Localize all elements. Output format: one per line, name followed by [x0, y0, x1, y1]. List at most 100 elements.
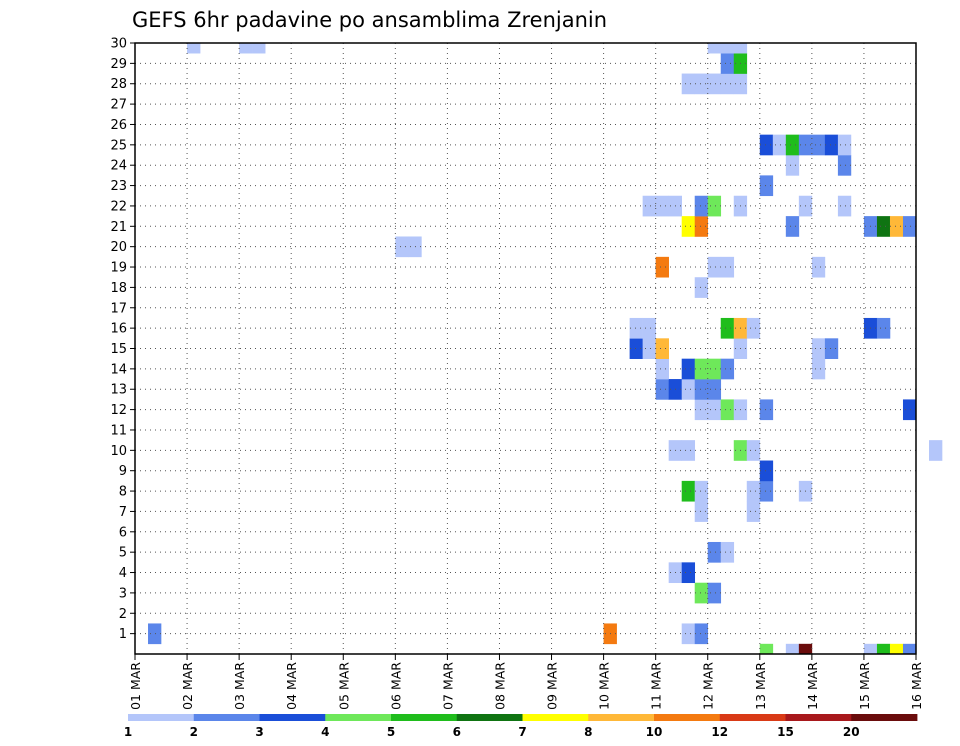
- precip-cell: [902, 216, 917, 237]
- precip-cell: [694, 277, 709, 298]
- y-tick-label: 9: [119, 464, 127, 479]
- y-tick-label: 29: [110, 57, 127, 72]
- x-tick-label: 02 MAR: [180, 662, 195, 710]
- colorbar-swatch: [654, 714, 721, 721]
- y-tick-label: 7: [119, 505, 127, 520]
- precip-cell: [707, 195, 722, 217]
- colorbar-label: 8: [584, 725, 592, 739]
- precip-cell: [720, 43, 735, 54]
- precip-cell: [655, 195, 669, 217]
- x-tick-label: 04 MAR: [284, 662, 299, 710]
- precip-cell: [694, 216, 709, 237]
- precip-cell: [759, 643, 774, 655]
- colorbar-swatch: [522, 714, 589, 721]
- chart-title: GEFS 6hr padavine po ansamblima Zrenjani…: [132, 8, 607, 32]
- colorbar-label: 7: [518, 725, 526, 739]
- colorbar-label: 2: [190, 725, 198, 739]
- precip-cell: [694, 73, 709, 95]
- colorbar-label: 5: [387, 725, 395, 739]
- precip-cell: [746, 317, 761, 339]
- y-tick-label: 14: [110, 362, 127, 377]
- precip-cell: [681, 440, 696, 461]
- precip-cell: [681, 623, 696, 645]
- precip-cell: [681, 379, 696, 400]
- precip-cell: [824, 134, 839, 156]
- y-tick-label: 2: [119, 607, 127, 622]
- precip-cell: [759, 460, 774, 482]
- precip-cell: [694, 480, 709, 502]
- y-tick-label: 10: [110, 444, 127, 459]
- precip-cell: [772, 134, 787, 156]
- precip-cell: [863, 643, 878, 655]
- precip-cell: [759, 480, 774, 502]
- x-tick-label: 11 MAR: [649, 662, 664, 710]
- precip-cell: [655, 358, 669, 380]
- precip-cell: [629, 338, 643, 359]
- y-tick-label: 11: [110, 423, 127, 438]
- y-tick-label: 16: [110, 322, 127, 337]
- precip-cell: [252, 43, 266, 54]
- y-tick-label: 4: [119, 566, 127, 581]
- precip-cell: [395, 236, 409, 258]
- precip-cell: [681, 480, 696, 502]
- precip-cell: [811, 338, 826, 359]
- precip-cell: [629, 317, 643, 339]
- colorbar-swatch: [193, 714, 260, 721]
- x-tick-label: 01 MAR: [128, 662, 143, 710]
- y-tick-label: 26: [110, 118, 127, 133]
- colorbar-swatch: [325, 714, 392, 721]
- precip-cell: [655, 256, 669, 278]
- colorbar-label: 15: [777, 725, 794, 739]
- precip-cell: [876, 216, 891, 237]
- precip-cell: [707, 73, 722, 95]
- x-tick-label: 16 MAR: [909, 662, 924, 710]
- colorbar-label: 6: [453, 725, 461, 739]
- precip-cell: [681, 358, 696, 380]
- y-tick-label: 21: [110, 220, 127, 235]
- y-tick-label: 18: [110, 281, 127, 296]
- y-tick-label: 27: [110, 98, 127, 113]
- x-tick-label: 09 MAR: [545, 662, 560, 710]
- y-tick-label: 5: [119, 546, 127, 561]
- y-tick-label: 24: [110, 159, 127, 174]
- precip-cell: [694, 582, 709, 604]
- grid-layer: [135, 43, 916, 654]
- x-tick-label: 06 MAR: [388, 662, 403, 710]
- x-tick-label: 15 MAR: [857, 662, 872, 710]
- precip-cell: [876, 317, 891, 339]
- precip-cell: [759, 134, 774, 156]
- colorbar-label: 20: [843, 725, 860, 739]
- precip-cell: [694, 623, 709, 645]
- y-tick-label: 6: [119, 525, 127, 540]
- precip-cell: [746, 440, 761, 461]
- y-tick-label: 1: [119, 627, 127, 642]
- precip-cell: [902, 399, 917, 421]
- y-tick-label: 13: [110, 383, 127, 398]
- precip-cell: [707, 256, 722, 278]
- precip-cell: [694, 379, 709, 400]
- y-tick-label: 8: [119, 485, 127, 500]
- colorbar-swatch: [128, 714, 195, 721]
- y-tick-label: 12: [110, 403, 127, 418]
- colorbar-swatch: [259, 714, 326, 721]
- colorbar: 1 2 3 4 5 6 7 8 10 12 15 20: [124, 714, 918, 739]
- precip-cell: [811, 134, 826, 156]
- precip-cell: [148, 623, 162, 645]
- y-tick-label: 19: [110, 261, 127, 276]
- precip-cell: [642, 338, 656, 359]
- colorbar-label: 12: [711, 725, 728, 739]
- precip-cell: [746, 501, 761, 522]
- precip-cell: [811, 256, 826, 278]
- precip-cell: [720, 256, 735, 278]
- y-tick-label: 30: [110, 37, 127, 52]
- precip-cell: [707, 379, 722, 400]
- precip-cell: [707, 582, 722, 604]
- colorbar-label: 4: [321, 725, 329, 739]
- precip-cell: [707, 43, 722, 54]
- colorbar-label: 3: [255, 725, 263, 739]
- precip-cell: [681, 73, 696, 95]
- y-tick-label: 23: [110, 179, 127, 194]
- x-tick-label: 10 MAR: [597, 662, 612, 710]
- colorbar-swatch: [785, 714, 852, 721]
